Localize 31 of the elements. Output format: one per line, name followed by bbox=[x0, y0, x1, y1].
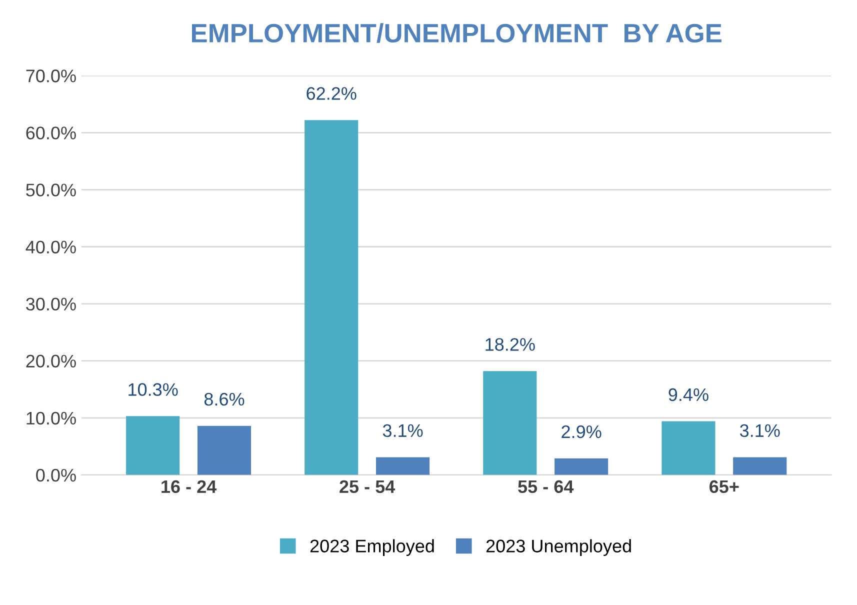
data-label: 2.9% bbox=[562, 425, 602, 438]
legend-label: 2023 Employed bbox=[310, 539, 434, 556]
y-tick-label: 10.0% bbox=[26, 412, 76, 425]
x-tick-label: 55 - 64 bbox=[518, 480, 574, 494]
y-tick-label: 0.0% bbox=[36, 468, 76, 482]
data-label: 18.2% bbox=[486, 338, 535, 351]
legend-label: 2023 Unemployed bbox=[486, 539, 631, 556]
x-tick-label: 25 - 54 bbox=[340, 480, 396, 494]
x-tick-label: 16 - 24 bbox=[162, 480, 217, 494]
data-label: 62.2% bbox=[306, 87, 356, 100]
data-label: 3.1% bbox=[740, 424, 780, 438]
data-label: 10.3% bbox=[128, 383, 178, 396]
bar bbox=[197, 426, 252, 475]
bar bbox=[733, 457, 787, 475]
y-tick-label: 30.0% bbox=[26, 298, 76, 311]
data-label: 9.4% bbox=[668, 388, 708, 402]
y-tick-label: 50.0% bbox=[26, 184, 76, 196]
data-label: 3.1% bbox=[382, 424, 423, 438]
bar bbox=[662, 421, 716, 475]
bar bbox=[376, 457, 430, 475]
chart-title: EMPLOYMENT/UNEMPLOYMENT BY AGE bbox=[192, 23, 722, 43]
x-tick-label: 65+ bbox=[710, 480, 739, 494]
bar bbox=[483, 371, 537, 475]
y-tick-label: 70.0% bbox=[26, 70, 76, 82]
data-label: 8.6% bbox=[204, 392, 244, 406]
y-tick-label: 60.0% bbox=[26, 126, 76, 140]
y-tick-label: 40.0% bbox=[26, 240, 76, 254]
y-tick-label: 20.0% bbox=[26, 354, 76, 368]
bar bbox=[304, 120, 358, 475]
bar bbox=[554, 458, 608, 475]
bar bbox=[126, 416, 180, 475]
